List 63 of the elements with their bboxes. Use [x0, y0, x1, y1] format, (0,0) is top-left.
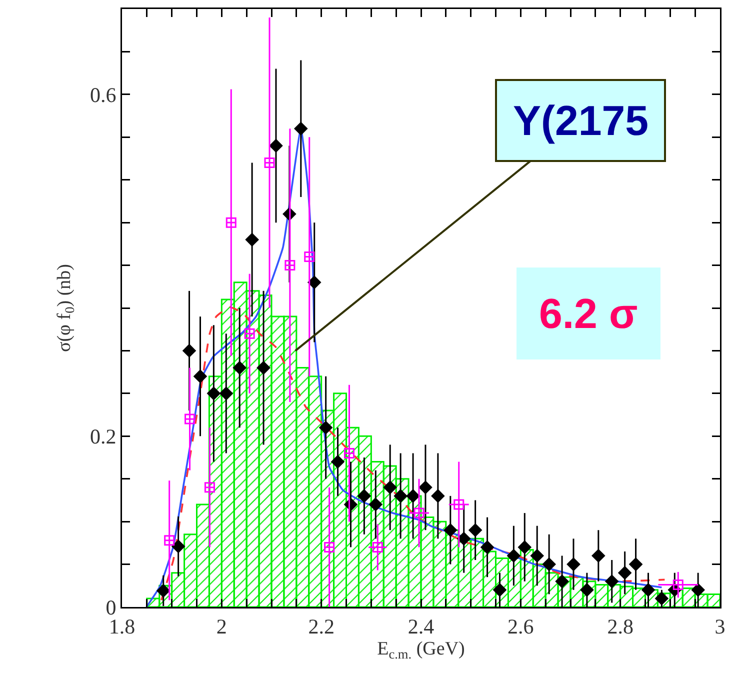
point	[605, 574, 618, 588]
point	[172, 540, 185, 553]
annotation: 6.2 σ	[539, 290, 638, 337]
point	[284, 260, 296, 271]
point	[256, 361, 270, 374]
point	[324, 542, 335, 552]
x-tick-label: 2.4	[408, 614, 435, 639]
point	[164, 535, 175, 546]
point	[468, 524, 482, 537]
point	[493, 583, 506, 597]
point	[331, 455, 344, 468]
point	[369, 498, 382, 512]
point	[207, 386, 220, 400]
y-tick-label: 0.6	[90, 82, 116, 107]
point	[518, 540, 532, 554]
point	[507, 549, 520, 562]
point	[372, 542, 383, 552]
x-tick-label: 3	[714, 614, 726, 639]
point	[384, 480, 397, 494]
point	[264, 158, 275, 168]
point	[294, 122, 308, 136]
point	[245, 233, 259, 246]
point	[204, 482, 215, 493]
point	[655, 592, 668, 606]
point	[629, 558, 642, 571]
point	[344, 448, 354, 458]
point	[418, 480, 432, 494]
y-tick-label: 0.2	[90, 424, 116, 448]
point	[592, 549, 606, 562]
point	[457, 532, 470, 546]
point	[542, 558, 556, 571]
point	[414, 508, 424, 518]
annotation: Y(2175	[513, 97, 648, 144]
x-tick-label: 2.2	[308, 614, 334, 639]
point	[444, 524, 457, 537]
x-tick-label: 2	[216, 614, 227, 639]
point	[233, 361, 246, 374]
point	[691, 583, 705, 597]
point	[480, 540, 494, 554]
point	[406, 489, 420, 503]
point	[269, 139, 283, 152]
point	[530, 549, 544, 562]
point	[220, 386, 233, 400]
point	[431, 489, 445, 503]
point	[319, 421, 332, 434]
point	[555, 574, 569, 588]
x-tick-label: 2.6	[508, 614, 534, 639]
point	[304, 251, 315, 262]
x-axis-title: E$_{c.m.}$ (GeV)	[377, 638, 465, 662]
point	[454, 499, 464, 510]
point	[394, 489, 408, 503]
point	[226, 217, 236, 228]
point	[182, 344, 196, 358]
point	[642, 583, 655, 597]
point	[672, 580, 684, 590]
point	[618, 566, 632, 580]
point	[184, 414, 196, 424]
point	[194, 370, 207, 383]
point	[358, 489, 371, 503]
x-tick-label: 2.8	[607, 614, 634, 639]
point	[308, 276, 321, 289]
point	[566, 558, 580, 571]
point	[244, 328, 255, 339]
